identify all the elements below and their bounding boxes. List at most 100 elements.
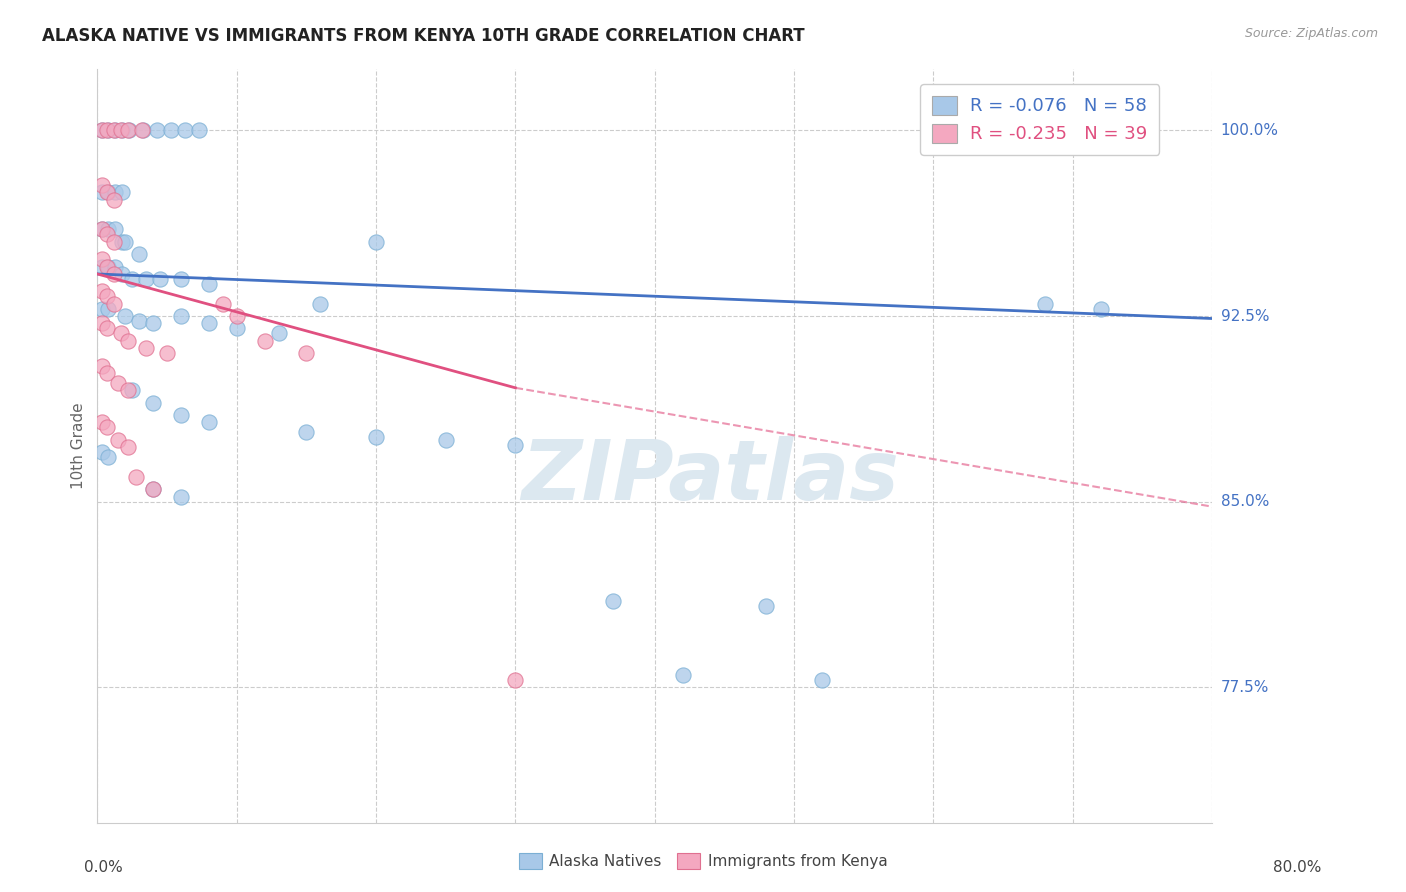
Text: Source: ZipAtlas.com: Source: ZipAtlas.com bbox=[1244, 27, 1378, 40]
Point bbox=[211, 296, 233, 310]
Point bbox=[90, 186, 112, 200]
Point bbox=[111, 267, 134, 281]
Point bbox=[107, 376, 129, 390]
Point bbox=[97, 260, 120, 274]
Y-axis label: 10th Grade: 10th Grade bbox=[72, 402, 86, 490]
Point bbox=[170, 408, 193, 422]
Point bbox=[131, 123, 153, 137]
Point bbox=[142, 317, 165, 331]
Point bbox=[103, 193, 125, 207]
Point bbox=[156, 346, 179, 360]
Point bbox=[97, 186, 120, 200]
Point bbox=[111, 235, 134, 249]
Text: 85.0%: 85.0% bbox=[1220, 494, 1268, 509]
Text: 0.0%: 0.0% bbox=[84, 861, 124, 875]
Point bbox=[505, 438, 527, 452]
Point bbox=[505, 673, 527, 687]
Point bbox=[198, 277, 221, 291]
Point bbox=[125, 470, 148, 484]
Point bbox=[97, 301, 120, 316]
Point bbox=[142, 483, 165, 497]
Point bbox=[90, 416, 112, 430]
Point bbox=[96, 321, 118, 335]
Point bbox=[90, 178, 112, 192]
Text: 100.0%: 100.0% bbox=[1220, 123, 1278, 138]
Point bbox=[96, 366, 118, 380]
Point bbox=[103, 296, 125, 310]
Point bbox=[96, 420, 118, 434]
Text: 80.0%: 80.0% bbox=[1274, 861, 1322, 875]
Text: ZIPatlas: ZIPatlas bbox=[522, 435, 900, 516]
Point bbox=[104, 186, 127, 200]
Point bbox=[90, 123, 112, 137]
Point bbox=[174, 123, 197, 137]
Point bbox=[90, 301, 112, 316]
Point bbox=[118, 123, 141, 137]
Point bbox=[672, 668, 695, 682]
Point bbox=[110, 123, 132, 137]
Point bbox=[114, 235, 136, 249]
Point bbox=[96, 186, 118, 200]
Point bbox=[117, 334, 139, 348]
Point bbox=[128, 314, 150, 328]
Point bbox=[90, 445, 112, 459]
Point bbox=[90, 260, 112, 274]
Point bbox=[149, 272, 172, 286]
Point bbox=[96, 289, 118, 303]
Point bbox=[104, 260, 127, 274]
Point bbox=[132, 123, 155, 137]
Point bbox=[225, 309, 247, 323]
Point bbox=[135, 341, 157, 355]
Point bbox=[90, 222, 112, 236]
Point bbox=[755, 599, 778, 613]
Point bbox=[146, 123, 169, 137]
Point bbox=[142, 483, 165, 497]
Point bbox=[121, 384, 143, 398]
Point bbox=[107, 433, 129, 447]
Point bbox=[1033, 296, 1056, 310]
Point bbox=[170, 272, 193, 286]
Point bbox=[90, 222, 112, 236]
Point bbox=[103, 123, 125, 137]
Point bbox=[225, 321, 247, 335]
Point bbox=[1090, 301, 1112, 316]
Point bbox=[117, 123, 139, 137]
Point bbox=[96, 123, 118, 137]
Point bbox=[295, 425, 318, 440]
Point bbox=[364, 430, 387, 444]
Point bbox=[97, 123, 120, 137]
Point bbox=[114, 309, 136, 323]
Point bbox=[111, 186, 134, 200]
Point bbox=[170, 309, 193, 323]
Point bbox=[111, 123, 134, 137]
Point bbox=[602, 593, 624, 607]
Point bbox=[104, 123, 127, 137]
Point bbox=[198, 317, 221, 331]
Point bbox=[135, 272, 157, 286]
Point bbox=[309, 296, 332, 310]
Point bbox=[434, 433, 457, 447]
Point bbox=[90, 317, 112, 331]
Point bbox=[267, 326, 290, 341]
Point bbox=[103, 235, 125, 249]
Point bbox=[110, 326, 132, 341]
Point bbox=[90, 359, 112, 373]
Point bbox=[128, 247, 150, 261]
Point bbox=[811, 673, 834, 687]
Legend: R = -0.076   N = 58, R = -0.235   N = 39: R = -0.076 N = 58, R = -0.235 N = 39 bbox=[921, 85, 1160, 154]
Point bbox=[117, 440, 139, 454]
Point bbox=[90, 123, 112, 137]
Point bbox=[90, 285, 112, 299]
Point bbox=[253, 334, 276, 348]
Point bbox=[364, 235, 387, 249]
Point bbox=[170, 490, 193, 504]
Point bbox=[104, 222, 127, 236]
Point bbox=[103, 267, 125, 281]
Point bbox=[121, 272, 143, 286]
Point bbox=[295, 346, 318, 360]
Point bbox=[96, 227, 118, 242]
Point bbox=[117, 384, 139, 398]
Point bbox=[142, 395, 165, 409]
Point bbox=[96, 260, 118, 274]
Text: 77.5%: 77.5% bbox=[1220, 680, 1268, 695]
